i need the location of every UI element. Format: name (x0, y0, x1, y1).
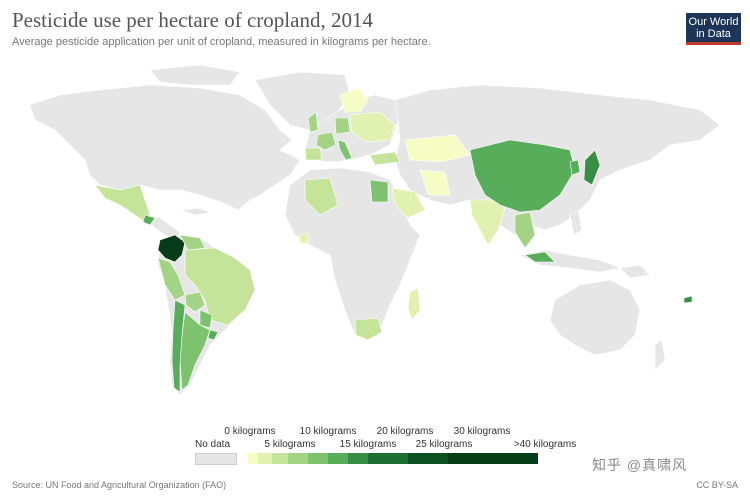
legend-swatch-4[interactable] (308, 453, 328, 464)
legend-label-15kg: 15 kilograms (339, 439, 397, 450)
legend-swatch-7[interactable] (368, 453, 408, 464)
country-germany[interactable] (334, 117, 351, 135)
legend-swatch-6[interactable] (348, 453, 368, 464)
land-caribbean[interactable] (179, 207, 212, 216)
legend-swatch-1[interactable] (258, 453, 272, 464)
legend-top-labels: 0 kilograms 10 kilograms 20 kilograms 30… (0, 426, 750, 438)
legend-no-data-label: No data (195, 439, 231, 450)
country-chile[interactable] (171, 299, 186, 393)
country-fiji[interactable] (683, 295, 693, 304)
country-thailand-vietnam[interactable] (514, 211, 536, 249)
country-scandinavia[interactable] (339, 87, 369, 113)
country-uruguay[interactable] (207, 329, 219, 341)
legend-swatch-0[interactable] (248, 453, 258, 464)
country-uk[interactable] (307, 111, 319, 133)
country-bolivia[interactable] (184, 291, 206, 313)
colored-countries (94, 87, 693, 393)
land-png[interactable] (619, 264, 651, 279)
legend-bottom-labels: 5 kilograms 15 kilograms 25 kilograms >4… (0, 439, 750, 451)
country-guatemala[interactable] (142, 214, 156, 226)
land-new-zealand[interactable] (654, 339, 666, 371)
owid-logo[interactable]: Our World in Data (686, 13, 741, 45)
legend-label-10kg: 10 kilograms (299, 426, 357, 437)
legend-label-5kg: 5 kilograms (264, 439, 316, 450)
country-venezuela[interactable] (179, 234, 206, 251)
legend-label-20kg: 20 kilograms (376, 426, 434, 437)
legend-swatch-3[interactable] (288, 453, 308, 464)
logo-line-1: Our World (688, 16, 739, 28)
source-note: Source: UN Food and Agricultural Organiz… (12, 480, 227, 490)
country-turkey[interactable] (369, 151, 401, 166)
country-colombia[interactable] (157, 234, 186, 263)
legend-no-data-swatch[interactable] (195, 453, 237, 465)
country-malaysia[interactable] (524, 251, 556, 263)
legend-swatch-9[interactable] (448, 453, 538, 464)
license-link[interactable]: CC BY-SA (696, 480, 738, 490)
legend-swatch-5[interactable] (328, 453, 348, 464)
legend-swatch-8[interactable] (408, 453, 448, 464)
country-japan[interactable] (583, 149, 601, 186)
country-algeria[interactable] (304, 177, 339, 216)
legend-color-scale[interactable] (248, 453, 538, 464)
country-south-africa[interactable] (354, 317, 383, 341)
country-ghana[interactable] (299, 232, 309, 244)
country-kazakhstan[interactable] (404, 134, 471, 163)
land-australia[interactable] (549, 279, 641, 356)
legend-swatch-2[interactable] (272, 453, 288, 464)
country-india[interactable] (469, 199, 506, 246)
legend-label-0kg: 0 kilograms (224, 426, 276, 437)
country-egypt[interactable] (369, 179, 389, 203)
country-paraguay[interactable] (199, 309, 213, 329)
chart-subtitle: Average pesticide application per unit o… (12, 36, 431, 48)
country-china[interactable] (469, 139, 576, 213)
country-iran[interactable] (419, 169, 451, 196)
legend-label-25kg: 25 kilograms (415, 439, 473, 450)
country-brazil[interactable] (184, 247, 256, 326)
country-mexico[interactable] (94, 184, 151, 223)
country-madagascar[interactable] (407, 287, 421, 321)
legend-label-30kg: 30 kilograms (453, 426, 511, 437)
land-canada-islands[interactable] (149, 64, 241, 86)
watermark-text: 知乎 @真啸风 (592, 457, 688, 473)
country-spain[interactable] (304, 147, 323, 161)
country-poland-ukraine[interactable] (349, 111, 396, 143)
land-philippines[interactable] (569, 209, 583, 236)
country-italy[interactable] (337, 139, 353, 161)
land-north-america[interactable] (29, 84, 301, 211)
country-saudi-arabia[interactable] (391, 187, 426, 219)
world-map[interactable] (0, 52, 750, 437)
chart-title: Pesticide use per hectare of cropland, 2… (12, 8, 373, 32)
country-france[interactable] (315, 131, 337, 151)
legend-label-40kg: >40 kilograms (513, 439, 577, 450)
country-korea[interactable] (569, 159, 581, 176)
logo-line-2: in Data (696, 28, 731, 40)
